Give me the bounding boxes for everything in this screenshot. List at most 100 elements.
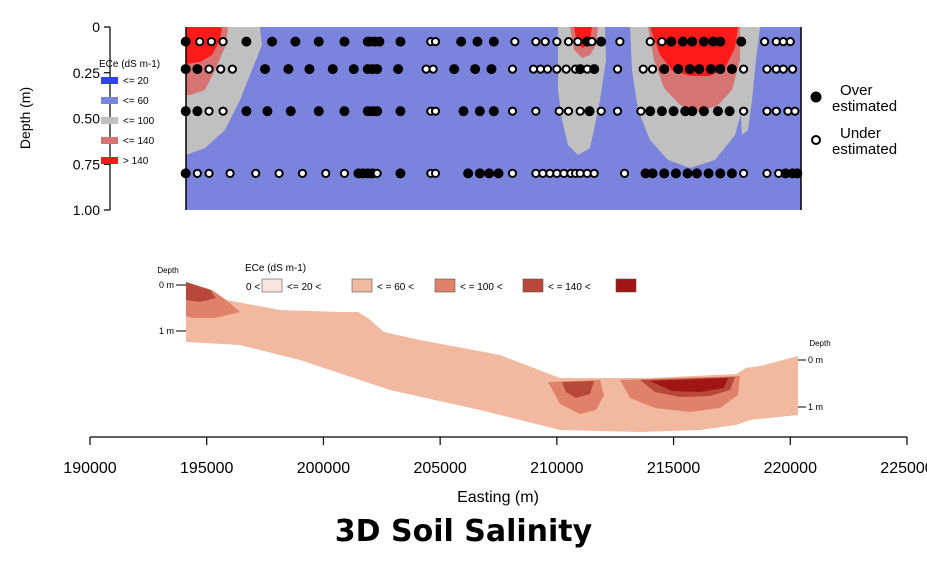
- left-depth-title: Depth: [157, 266, 178, 275]
- under-estimated-marker: [811, 135, 821, 145]
- over-estimated-point: [348, 64, 359, 75]
- marker-legend-label: Over: [840, 82, 873, 99]
- over-estimated-point: [339, 106, 350, 117]
- x-tick-label: 220000: [764, 460, 817, 477]
- over-estimated-point: [705, 64, 716, 75]
- over-estimated-point: [715, 36, 726, 47]
- over-estimated-point: [456, 36, 467, 47]
- under-estimated-point: [227, 64, 237, 74]
- under-estimated-point: [510, 37, 520, 47]
- over-estimated-point: [474, 106, 485, 117]
- legend-label: <= 140: [123, 136, 155, 147]
- y-axis-ticks: 0 0.25 0.50 0.75 1.00: [73, 19, 110, 218]
- over-estimated-point: [283, 64, 294, 75]
- over-estimated-point: [372, 64, 383, 75]
- over-estimated-point: [715, 64, 726, 75]
- over-estimated-point: [484, 168, 495, 179]
- over-estimated-point: [241, 36, 252, 47]
- right-depth-title: Depth: [809, 339, 830, 348]
- over-estimated-point: [703, 168, 714, 179]
- legend-label: <= 20: [123, 76, 149, 87]
- under-estimated-point: [563, 37, 574, 47]
- legend-swatch: [101, 97, 118, 104]
- bottom-salinity-transect: Depth 0 m 1 m Depth 0 m 1 m ECe (dS m-1)…: [63, 263, 927, 506]
- over-estimated-point: [670, 168, 681, 179]
- under-estimated-point: [195, 37, 205, 47]
- over-estimated-point: [180, 106, 191, 117]
- x-tick-label: 215000: [647, 460, 700, 477]
- over-estimated-point: [180, 64, 191, 75]
- legend-title: ECe (dS m-1): [99, 59, 160, 70]
- legend-label: <= 100: [123, 116, 155, 127]
- over-estimated-point: [267, 36, 278, 47]
- over-estimated-point: [260, 64, 271, 75]
- under-estimated-point: [615, 37, 625, 47]
- under-estimated-point: [531, 106, 541, 116]
- under-estimated-point: [739, 106, 749, 116]
- legend-label: <= 60: [123, 96, 149, 107]
- under-estimated-point: [206, 37, 216, 47]
- legend-swatch: [351, 278, 373, 293]
- legend-label: < = 60 <: [377, 282, 414, 293]
- marker-legend-label: Under: [840, 125, 881, 142]
- under-estimated-point: [739, 64, 749, 74]
- under-estimated-point: [587, 37, 597, 47]
- under-estimated-point: [225, 168, 235, 178]
- over-estimated-point: [687, 36, 698, 47]
- x-tick-label: 195000: [180, 460, 233, 477]
- under-estimated-point: [216, 64, 226, 74]
- left-depth-1m: 1 m: [159, 326, 174, 336]
- over-estimated-point: [470, 64, 481, 75]
- under-estimated-point: [430, 37, 441, 47]
- over-estimated-point: [726, 168, 737, 179]
- under-estimated-point: [297, 168, 308, 178]
- observation-points: [180, 36, 803, 179]
- under-estimated-point: [321, 168, 331, 178]
- under-estimated-point: [619, 168, 630, 178]
- under-estimated-point: [542, 64, 553, 74]
- x-tick-label: 200000: [297, 460, 350, 477]
- over-estimated-point: [486, 64, 497, 75]
- over-estimated-point: [449, 64, 460, 75]
- legend-swatch: [101, 137, 118, 144]
- under-estimated-point: [430, 168, 441, 178]
- over-estimated-point: [596, 36, 607, 47]
- under-estimated-point: [540, 37, 550, 47]
- over-estimated-point: [736, 36, 747, 47]
- over-estimated-point: [694, 64, 705, 75]
- under-estimated-point: [596, 106, 606, 116]
- under-estimated-point: [575, 106, 585, 116]
- ece-legend-bottom: ECe (dS m-1) 0 < <= 20 < < = 60 < < = 100 < <…: [245, 263, 637, 293]
- legend-label: < = 140 <: [548, 282, 591, 293]
- over-estimated-point: [290, 36, 301, 47]
- under-estimated-point: [561, 64, 571, 74]
- right-depth-0m: 0 m: [808, 355, 823, 365]
- legend-swatch: [101, 117, 118, 124]
- x-tick-label: 205000: [413, 460, 466, 477]
- legend-swatch: [101, 157, 118, 164]
- over-estimated-point: [656, 106, 667, 117]
- over-estimated-point: [395, 168, 406, 179]
- under-estimated-point: [785, 37, 795, 47]
- y-axis-title: Depth (m): [17, 87, 33, 149]
- over-estimated-point: [715, 168, 726, 179]
- over-estimated-point: [192, 64, 203, 75]
- over-estimated-point: [698, 36, 709, 47]
- marker-legend-label: estimated: [832, 141, 897, 158]
- over-estimated-point: [180, 168, 191, 179]
- legend-prefix: 0 <: [246, 282, 260, 293]
- over-estimated-point: [180, 36, 191, 47]
- over-estimated-point: [339, 36, 350, 47]
- legend-swatch: [101, 77, 118, 84]
- under-estimated-point: [647, 64, 658, 74]
- ece-legend-top: ECe (dS m-1) <= 20 <= 60 <= 100 <= 140 > 140: [99, 59, 160, 167]
- over-estimated-point: [241, 106, 252, 117]
- under-estimated-point: [563, 106, 574, 116]
- x-tick-label: 190000: [63, 460, 116, 477]
- over-estimated-point: [682, 168, 693, 179]
- under-estimated-point: [204, 106, 214, 116]
- under-estimated-point: [531, 37, 541, 47]
- over-estimated-point: [192, 106, 203, 117]
- under-estimated-point: [192, 168, 202, 178]
